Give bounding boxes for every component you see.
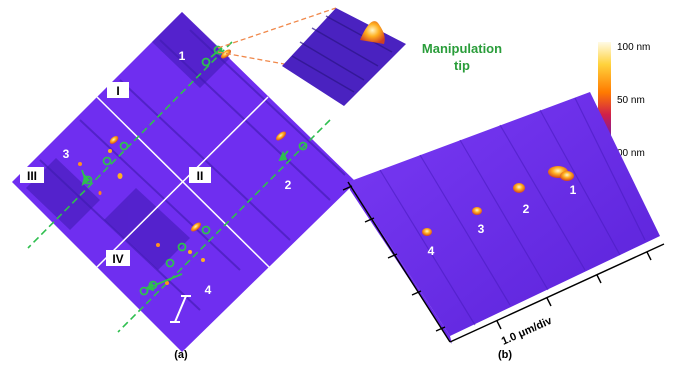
particle-labels-b: 1 2 3 4 — [428, 183, 577, 258]
inset: Manipulation tip — [217, 7, 502, 106]
inset-title-line2: tip — [454, 58, 470, 73]
particle-labels-a: 1 2 3 4 — [63, 49, 292, 297]
panel-b-label: (b) — [498, 349, 512, 361]
colorbar-label-max: 100 nm — [617, 42, 650, 53]
quadrant-divider-1 — [96, 96, 271, 269]
particle-label-1: 1 — [179, 49, 186, 63]
scale-bar — [170, 295, 191, 323]
quadrant-label-III: III — [27, 169, 37, 183]
tip-markers — [83, 45, 308, 296]
panel-b-axes — [342, 181, 665, 343]
particles-b — [422, 166, 574, 236]
inset-tip-peak — [360, 21, 385, 44]
inset-surface — [282, 8, 406, 106]
quadrant-label-II: II — [197, 169, 204, 183]
panel-a-label: (a) — [174, 349, 188, 361]
callout-line-1 — [217, 7, 337, 49]
quadrant-labels: I II III IV — [20, 82, 211, 266]
particle-label-2: 2 — [285, 178, 292, 192]
quadrant-label-I: I — [116, 84, 119, 98]
darker-bands — [26, 12, 230, 270]
inset-title-line1: Manipulation — [422, 41, 502, 56]
panel-b-axis-label: 1.0 μm/div — [500, 314, 555, 347]
panel-b: 1 2 3 4 1.0 μm/div (b) — [342, 92, 665, 361]
b-particle-label-4: 4 — [428, 244, 435, 258]
surface-streaks — [379, 97, 646, 326]
quadrant-label-IV: IV — [112, 252, 123, 266]
b-particle-label-1: 1 — [570, 183, 577, 197]
colorbar-label-mid: 50 nm — [617, 95, 645, 106]
colorbar-label-min: 00 nm — [617, 148, 645, 159]
tip-arrows — [81, 47, 289, 292]
particle-label-3: 3 — [63, 147, 70, 161]
inset-streaks — [291, 15, 393, 93]
b-particle-label-3: 3 — [478, 222, 485, 236]
manipulation-path — [27, 41, 233, 249]
quadrant-divider-2 — [96, 96, 269, 268]
manipulation-path-2 — [117, 119, 331, 333]
callout-line-2 — [217, 51, 285, 65]
particle-label-4: 4 — [205, 283, 212, 297]
b-particle-label-2: 2 — [523, 202, 530, 216]
